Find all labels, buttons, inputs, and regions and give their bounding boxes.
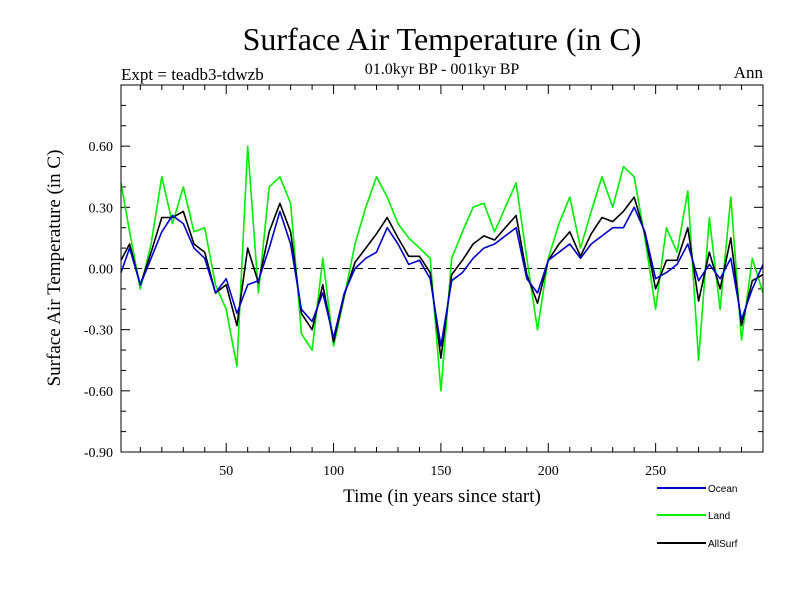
series-line-allsurf: [121, 196, 763, 359]
x-tick-label: 200: [538, 464, 559, 479]
series-line-land: [121, 145, 763, 392]
y-tick-label: 0.60: [89, 140, 114, 155]
experiment-label: Expt = teadb3-tdwzb: [121, 65, 264, 84]
legend-entry-allsurf: AllSurf: [657, 539, 738, 550]
series-line-ocean: [121, 206, 763, 347]
x-tick-label: 50: [219, 464, 233, 479]
legend: Ocean Land AllSurf: [657, 484, 738, 550]
series-lines: [121, 145, 763, 392]
y-tick-label: 0.00: [89, 263, 114, 278]
y-tick-label: -0.90: [84, 446, 113, 461]
legend-label-ocean: Ocean: [708, 484, 737, 495]
x-axis-label: Time (in years since start): [343, 486, 541, 507]
legend-entry-ocean: Ocean: [657, 484, 737, 495]
y-axis-label: Surface Air Temperature (in C): [44, 150, 65, 387]
x-tick-label: 150: [430, 464, 451, 479]
chart-subtitle: 01.0kyr BP - 001kyr BP: [365, 61, 520, 78]
legend-label-land: Land: [708, 511, 730, 522]
legend-entry-land: Land: [657, 511, 730, 522]
x-tick-label: 100: [323, 464, 344, 479]
y-tick-label: -0.30: [84, 324, 113, 339]
axis-tick-labels: 50 100 150 200 250 -0.90 -0.60 -0.30 0.00 0.30 0.6…: [84, 140, 666, 479]
plot-frame: [120, 84, 764, 453]
season-label: Ann: [734, 63, 764, 82]
chart-title: Surface Air Temperature (in C): [243, 21, 642, 57]
x-tick-label: 250: [645, 464, 666, 479]
legend-label-allsurf: AllSurf: [708, 539, 738, 550]
y-tick-label: 0.30: [89, 201, 114, 216]
y-tick-label: -0.60: [84, 385, 113, 400]
